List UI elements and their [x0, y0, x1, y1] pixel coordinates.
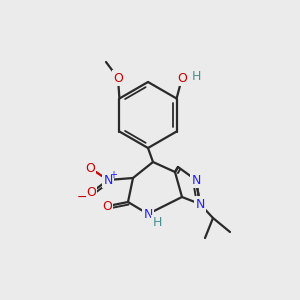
- Text: −: −: [77, 190, 87, 203]
- Text: O: O: [177, 71, 187, 85]
- Text: +: +: [109, 170, 117, 180]
- Text: N: N: [195, 197, 205, 211]
- Text: O: O: [86, 185, 96, 199]
- Text: N: N: [191, 173, 201, 187]
- Text: O: O: [102, 200, 112, 212]
- Text: H: H: [191, 70, 201, 83]
- Text: O: O: [113, 71, 123, 85]
- Text: H: H: [152, 217, 162, 230]
- Text: N: N: [103, 173, 113, 187]
- Text: N: N: [143, 208, 153, 220]
- Text: O: O: [85, 161, 95, 175]
